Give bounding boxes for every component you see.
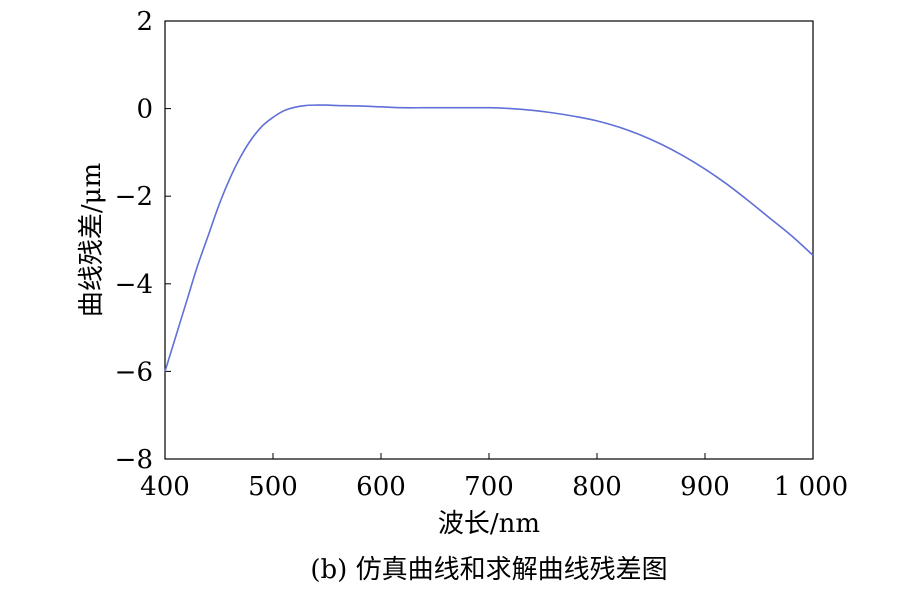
x-tick-label: 900 [680,472,730,502]
x-tick-label: 400 [140,472,190,502]
x-tick-label: 800 [572,472,622,502]
series-line [164,104,814,372]
x-tick-label: 500 [248,472,298,502]
y-tick-label: −6 [115,357,153,387]
plot-frame [164,20,814,460]
y-axis-title: 曲线残差/μm [77,163,107,317]
x-tick-labels: 400 500 600 700 800 900 1 000 [140,472,848,502]
y-tick-label: 0 [136,95,153,125]
x-tick-label: 1 000 [774,472,848,502]
y-tick-label: −8 [115,445,153,475]
x-tick-label: 600 [356,472,406,502]
y-tick-label: −2 [115,182,153,212]
y-tick-labels: 2 0 −2 −4 −6 −8 [115,7,153,475]
y-tick-label: 2 [136,7,153,37]
x-axis-title: 波长/nm [438,509,540,539]
axis-ticks [164,20,814,460]
x-tick-label: 700 [464,472,514,502]
y-tick-label: −4 [115,270,153,300]
figure-caption: (b) 仿真曲线和求解曲线残差图 [310,555,667,585]
